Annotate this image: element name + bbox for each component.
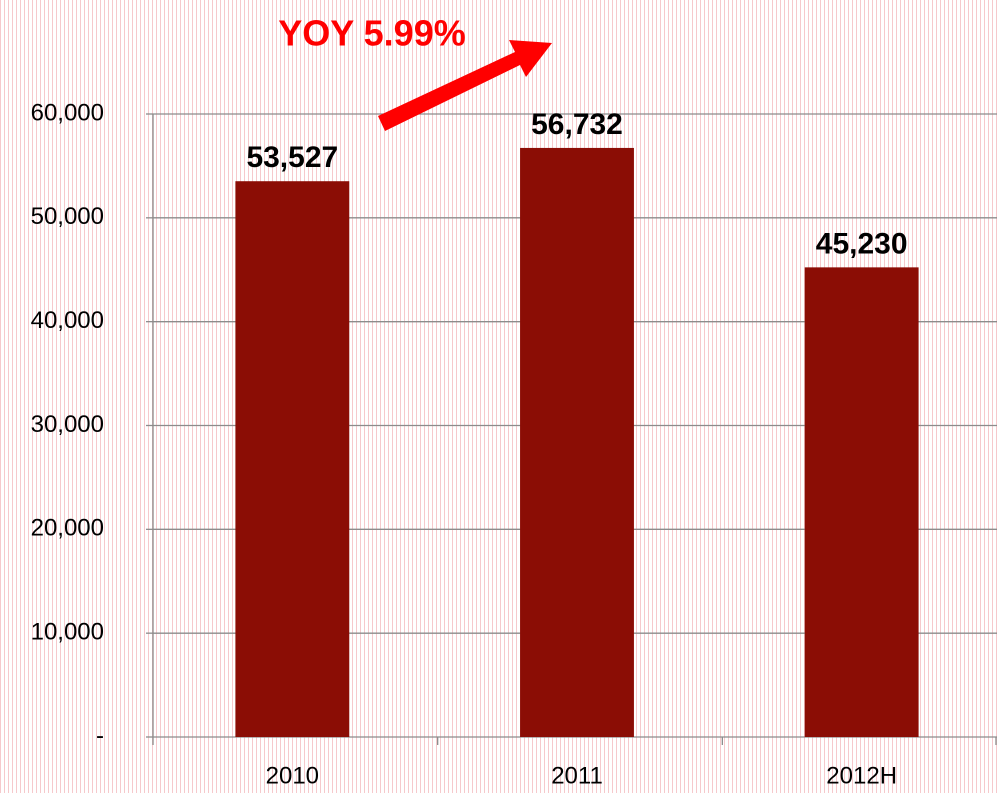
value-label: 45,230 xyxy=(816,227,908,260)
x-tick-label: 2010 xyxy=(266,762,319,789)
x-tick-label: 2011 xyxy=(551,762,603,789)
value-label: 56,732 xyxy=(531,108,623,141)
y-tick-label: 30,000 xyxy=(31,411,104,438)
bar xyxy=(804,267,919,737)
y-tick-label: 60,000 xyxy=(31,99,104,126)
yoy-arrow xyxy=(378,40,552,131)
y-tick-label: 50,000 xyxy=(31,203,104,230)
value-label: 53,527 xyxy=(246,141,338,174)
x-tick-label: 2012H xyxy=(826,762,897,789)
bar xyxy=(520,147,634,737)
annotation: YOY 5.99% xyxy=(278,13,465,54)
y-tick-label: - xyxy=(96,722,104,749)
bar xyxy=(235,181,350,738)
y-tick-label: 40,000 xyxy=(31,307,104,334)
y-tick-label: 10,000 xyxy=(31,619,104,646)
y-tick-label: 20,000 xyxy=(31,515,104,542)
